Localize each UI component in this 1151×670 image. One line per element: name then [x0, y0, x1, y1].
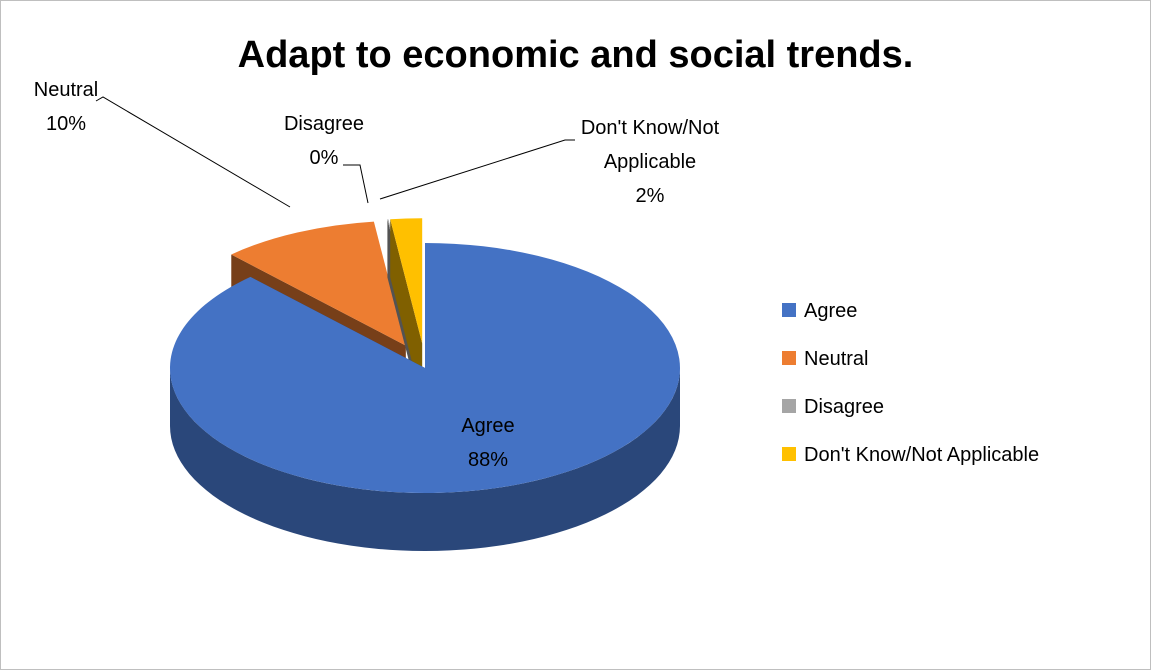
- legend-swatch-agree: [782, 303, 796, 317]
- data-label-agree: Agree 88%: [461, 415, 514, 471]
- legend-label-neutral: Neutral: [804, 348, 868, 370]
- legend-swatch-dont-know: [782, 447, 796, 461]
- data-label-name-dont-know: Applicable: [604, 151, 696, 173]
- data-label-value-dont-know: 2%: [636, 185, 665, 207]
- data-label-value-disagree: 0%: [310, 147, 339, 169]
- legend-label-disagree: Disagree: [804, 396, 884, 418]
- leader-line-disagree: [343, 164, 369, 204]
- pie-side-agree: [170, 368, 680, 551]
- pie-slice-dont-know: [390, 218, 423, 402]
- pie-top-neutral: [231, 221, 406, 346]
- chart-title: Adapt to economic and social trends.: [237, 34, 914, 76]
- leader-line-dont-know: [379, 139, 575, 200]
- legend-item-dont-know: Don't Know/Not Applicable: [782, 444, 1039, 466]
- data-label-name-neutral: Neutral: [34, 79, 98, 101]
- legend-swatch-disagree: [782, 399, 796, 413]
- legend-label-agree: Agree: [804, 300, 857, 322]
- data-label-neutral: Neutral 10%: [34, 79, 98, 135]
- leader-line-neutral: [95, 96, 291, 208]
- data-label-value-agree: 88%: [468, 449, 508, 471]
- pie-top-agree: [170, 243, 681, 494]
- pie-slice-agree: [170, 243, 681, 551]
- pie-cut-dont-know: [390, 219, 423, 402]
- legend-swatch-neutral: [782, 351, 796, 365]
- data-label-value-neutral: 10%: [46, 113, 86, 135]
- data-label-name-dont-know: Don't Know/Not: [581, 117, 720, 139]
- data-label-name-disagree: Disagree: [284, 113, 364, 135]
- pie-top-dont-know: [390, 218, 423, 344]
- legend-item-neutral: Neutral: [782, 348, 868, 370]
- data-label-dont-know: Don't Know/Not Applicable 2%: [581, 117, 720, 207]
- legend-item-disagree: Disagree: [782, 396, 884, 418]
- data-label-disagree: Disagree 0%: [284, 113, 364, 169]
- legend-item-agree: Agree: [782, 300, 857, 322]
- data-label-name-agree: Agree: [461, 415, 514, 437]
- legend-label-dont-know: Don't Know/Not Applicable: [804, 444, 1039, 466]
